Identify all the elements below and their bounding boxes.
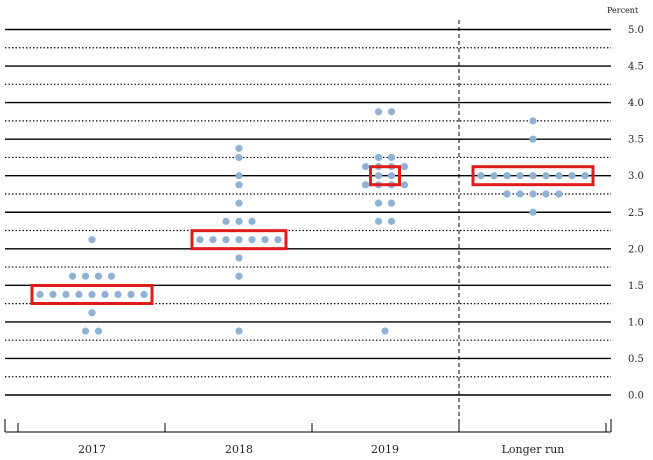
data-point: [222, 217, 230, 225]
data-point: [542, 190, 550, 198]
data-point: [235, 272, 243, 280]
x-tick-label: 2018: [225, 443, 253, 456]
data-point: [400, 162, 409, 171]
dot-series: [36, 108, 589, 335]
data-point: [235, 199, 243, 207]
data-point: [400, 181, 409, 189]
data-point: [235, 254, 243, 262]
data-point: [387, 153, 396, 162]
data-point: [107, 272, 116, 280]
median-highlights: [30, 165, 595, 305]
data-point: [81, 327, 90, 335]
median-highlight-box: [190, 229, 288, 251]
data-point: [361, 162, 370, 171]
data-point: [581, 172, 589, 180]
x-axis: [4, 20, 612, 433]
data-point: [261, 236, 269, 244]
data-point: [235, 172, 243, 180]
y-tick-label: 1.5: [628, 281, 644, 292]
data-point: [529, 208, 537, 216]
data-point: [387, 199, 396, 207]
data-point: [374, 199, 383, 207]
data-point: [94, 272, 103, 280]
data-point: [127, 290, 135, 299]
data-point: [248, 236, 256, 244]
y-tick-label: 0.0: [628, 391, 644, 402]
y-tick-label: 3.0: [628, 171, 644, 182]
x-tick-label: 2017: [78, 443, 106, 456]
data-point: [196, 236, 204, 244]
x-tick-label: Longer run: [502, 443, 565, 456]
data-point: [75, 290, 83, 299]
data-point: [542, 172, 550, 180]
data-point: [374, 172, 383, 180]
data-point: [235, 217, 243, 225]
y-tick-label: 4.0: [628, 98, 644, 109]
data-point: [49, 290, 57, 299]
unit-label: Percent: [607, 6, 639, 15]
data-point: [36, 290, 44, 299]
data-point: [101, 290, 109, 299]
data-point: [235, 153, 243, 162]
y-tick-label: 2.5: [628, 208, 644, 219]
data-point: [361, 181, 370, 189]
data-point: [235, 327, 243, 335]
data-point: [235, 236, 243, 244]
data-point: [81, 272, 90, 280]
data-point: [568, 172, 576, 180]
data-point: [529, 172, 537, 180]
data-point: [68, 272, 77, 280]
data-point: [374, 108, 383, 116]
y-tick-label: 0.5: [628, 354, 644, 365]
data-point: [374, 217, 383, 225]
data-point: [114, 290, 122, 299]
data-point: [387, 217, 396, 225]
median-highlight-box: [369, 165, 401, 187]
data-point: [503, 190, 511, 198]
data-point: [555, 172, 563, 180]
y-tick-label: 2.0: [628, 244, 644, 255]
data-point: [88, 290, 96, 299]
median-highlight-box: [471, 165, 595, 187]
data-point: [88, 236, 96, 244]
data-point: [140, 290, 148, 299]
median-highlight-box: [30, 283, 154, 305]
data-point: [222, 236, 230, 244]
y-tick-label: 4.5: [628, 62, 644, 73]
data-point: [274, 236, 282, 244]
data-point: [62, 290, 70, 299]
data-point: [516, 190, 524, 198]
data-point: [235, 181, 243, 189]
data-point: [381, 327, 389, 335]
data-point: [529, 117, 537, 125]
data-point: [387, 172, 396, 180]
data-point: [248, 217, 256, 225]
data-point: [529, 135, 537, 143]
data-point: [235, 144, 243, 152]
x-tick-label: 2019: [371, 443, 399, 456]
data-point: [490, 172, 498, 180]
data-point: [555, 190, 563, 198]
data-point: [529, 190, 537, 198]
y-tick-label: 1.0: [628, 317, 644, 328]
gridlines: [5, 28, 611, 396]
data-point: [209, 236, 217, 244]
y-tick-label: 5.0: [628, 25, 644, 36]
data-point: [88, 309, 96, 317]
data-point: [503, 172, 511, 180]
axis-labels: 0.0 0.5 1.0 1.5 2.0 2.5 3.0 3.5 4.0 4.5 5.0 Percent…: [78, 6, 644, 456]
data-point: [94, 327, 103, 335]
y-tick-label: 3.5: [628, 135, 644, 146]
data-point: [387, 108, 396, 116]
data-point: [516, 172, 524, 180]
data-point: [477, 172, 485, 180]
data-point: [374, 153, 383, 162]
